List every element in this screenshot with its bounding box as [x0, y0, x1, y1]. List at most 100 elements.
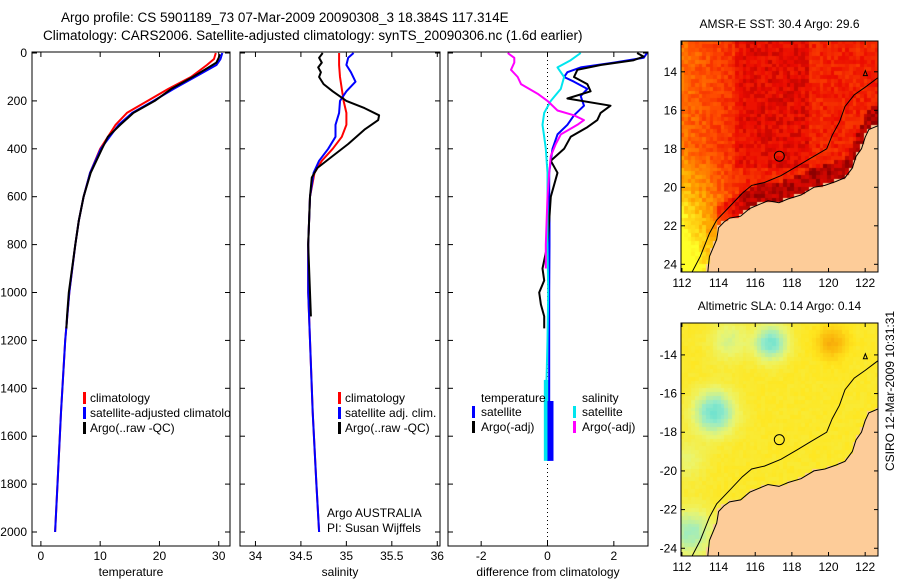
series-climatology — [307, 53, 348, 533]
plot-contents: temperaturesatelliteArgo(-adj)salinitysa… — [472, 52, 648, 546]
figure-title-line2: Climatology: CARS2006. Satellite-adjuste… — [43, 28, 583, 43]
legend-label: climatology — [90, 391, 150, 405]
y-tick-label: 400 — [7, 142, 27, 156]
y-tick-label: 1000 — [0, 286, 27, 300]
y-tick-label: 1400 — [0, 381, 27, 395]
annotation-institution: Argo AUSTRALIA — [327, 506, 422, 520]
map-contents — [691, 69, 878, 272]
x-tick-label: 34 — [249, 549, 263, 563]
lon-tick-label: 122 — [855, 560, 875, 574]
coastline — [707, 408, 878, 556]
island-outline — [862, 352, 869, 360]
x-tick-label: 36 — [431, 549, 445, 563]
series-salinity-satellite — [541, 52, 582, 382]
legend-header: salinity — [582, 391, 619, 405]
lon-tick-label: 116 — [746, 276, 765, 290]
series-temperature-satellite — [548, 52, 648, 461]
series-temperature-argo-adj — [538, 52, 645, 329]
legend-swatch — [338, 422, 341, 434]
sla-raster — [681, 323, 878, 556]
y-tick-label: 1600 — [0, 429, 27, 443]
isobath-contour — [691, 77, 878, 272]
map-title: Altimetric SLA: 0.14 Argo: 0.14 — [698, 299, 862, 313]
lon-tick-label: 116 — [746, 560, 765, 574]
legend-swatch — [338, 407, 341, 419]
y-tick-label: 0 — [20, 46, 27, 60]
y-tick-label: 1800 — [0, 477, 27, 491]
legend-label: satellite adj. clim. — [345, 406, 436, 420]
axes-frame — [31, 51, 231, 547]
lat-tick-label: -18 — [660, 425, 678, 439]
difference-panel: temperaturesatelliteArgo(-adj)salinitysa… — [447, 51, 649, 579]
offset-bar-temperature-satellite — [547, 400, 554, 461]
lat-tick-label: -14 — [660, 348, 678, 362]
lat-tick-label: -22 — [660, 503, 678, 517]
series-argo-raw-qc — [307, 52, 381, 317]
sst-raster — [681, 41, 878, 272]
offset-bar-salinity-satellite — [543, 379, 550, 461]
isobath-contour — [691, 360, 878, 556]
series-satellite-adj-clim — [307, 52, 357, 533]
x-tick-label: 10 — [93, 549, 107, 563]
lon-tick-label: 112 — [672, 276, 691, 290]
y-tick-label: 200 — [7, 94, 27, 108]
x-tick-label: 35.5 — [380, 549, 404, 563]
coastline — [707, 125, 878, 272]
legend-label: Argo(..raw -QC) — [90, 421, 175, 435]
island-outline — [862, 69, 869, 77]
legend-label: satellite — [481, 405, 522, 419]
legend-swatch — [573, 406, 576, 418]
legend-swatch — [83, 422, 86, 434]
map-title: AMSR-E SST: 30.4 Argo: 29.6 — [699, 17, 859, 31]
legend-swatch — [573, 421, 576, 433]
figure-title-line1: Argo profile: CS 5901189_73 07-Mar-2009 … — [61, 10, 509, 25]
y-tick-label: 800 — [7, 238, 27, 252]
argo-position-marker — [773, 434, 785, 446]
x-tick-label: 34.5 — [289, 549, 313, 563]
x-tick-label: 0 — [38, 549, 45, 563]
footer-stamp: CSIRO 12-Mar-2009 10:31:31 — [883, 310, 897, 471]
annotation-pi: PI: Susan Wijffels — [327, 521, 421, 535]
y-tick-label: 600 — [7, 190, 27, 204]
map-contents — [691, 352, 878, 556]
lat-tick-label: 16 — [664, 103, 678, 117]
lat-tick-label: 14 — [664, 65, 678, 79]
legend-swatch — [83, 407, 86, 419]
lat-tick-label: 24 — [664, 257, 678, 271]
legend-label: Argo(-adj) — [481, 420, 534, 434]
lat-tick-label: 20 — [664, 180, 678, 194]
legend-label: Argo(-adj) — [582, 420, 635, 434]
sst-map: AMSR-E SST: 30.4 Argo: 29.6 112 114 116 118 1… — [664, 17, 879, 290]
legend-header: temperature — [481, 391, 546, 405]
y-tick-label: 2000 — [0, 525, 27, 539]
lat-tick-label: 22 — [664, 219, 678, 233]
legend-swatch — [83, 392, 86, 404]
x-tick-label: -2 — [476, 549, 487, 563]
series-argo-raw-qc — [65, 53, 221, 329]
x-tick-label: 30 — [212, 549, 226, 563]
lon-tick-label: 114 — [709, 560, 728, 574]
x-axis-label: temperature — [99, 565, 164, 579]
lon-tick-label: 118 — [782, 560, 801, 574]
legend-swatch — [472, 406, 475, 418]
series-salinity-argo-adj — [507, 52, 585, 269]
argo-position-marker — [773, 150, 785, 162]
lon-tick-label: 118 — [782, 276, 801, 290]
series-satellite-adjusted-climatology — [54, 52, 224, 533]
lat-tick-label: 18 — [664, 142, 678, 156]
legend-label: Argo(..raw -QC) — [345, 421, 430, 435]
lon-tick-label: 120 — [819, 560, 839, 574]
x-tick-label: 0 — [544, 549, 551, 563]
map-frame — [680, 322, 879, 557]
x-tick-label: 20 — [153, 549, 167, 563]
lon-tick-label: 122 — [855, 276, 875, 290]
x-tick-label: 35 — [340, 549, 354, 563]
lon-tick-label: 114 — [709, 276, 728, 290]
y-tick-label: 1200 — [0, 333, 27, 347]
sla-map: Altimetric SLA: 0.14 Argo: 0.14 112 114 116… — [660, 299, 879, 574]
